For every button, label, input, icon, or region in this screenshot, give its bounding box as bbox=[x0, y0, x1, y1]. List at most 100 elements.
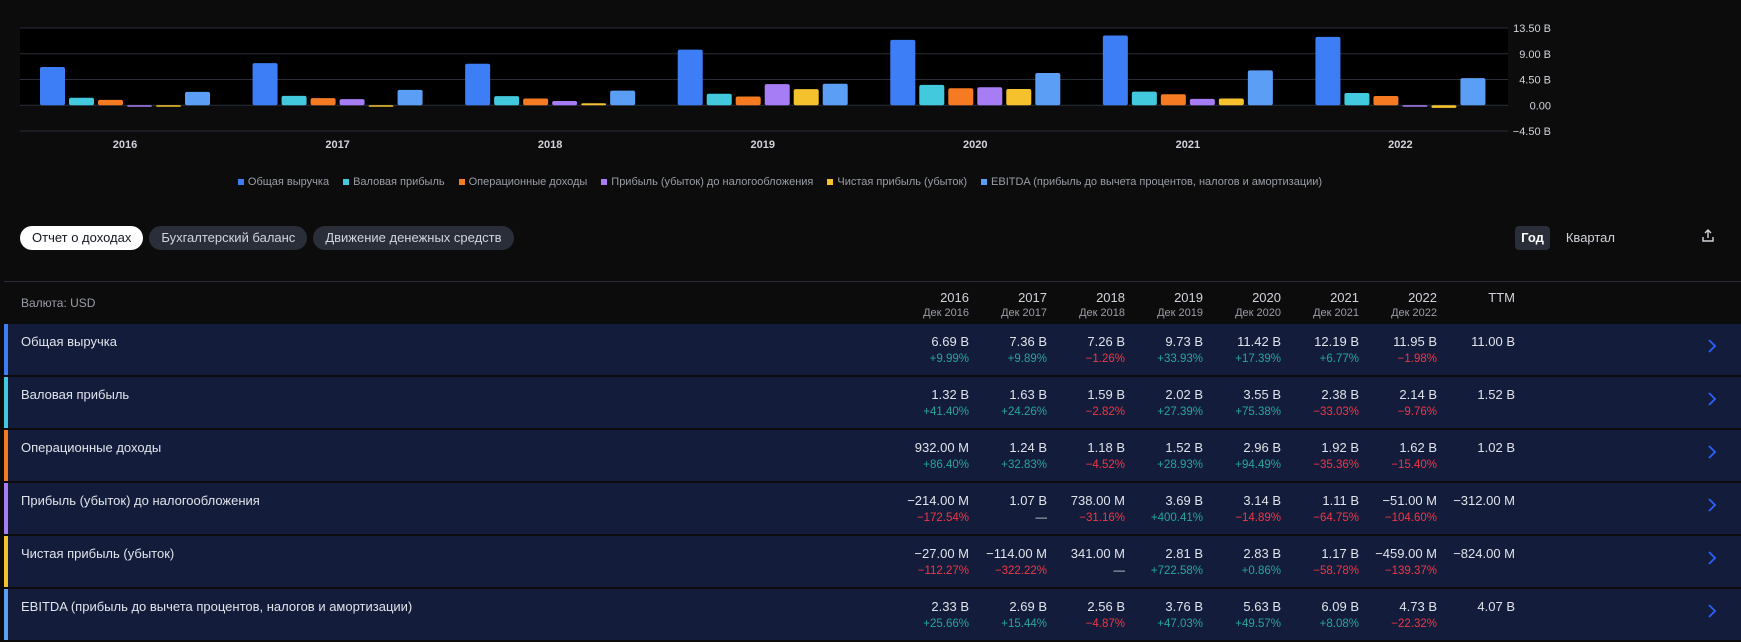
cell-change: +41.40% bbox=[923, 406, 969, 418]
row-color-stripe bbox=[4, 483, 8, 534]
legend-item[interactable]: Чистая прибыль (убыток) bbox=[827, 176, 967, 188]
table-cell: 6.09 B +8.08% bbox=[1279, 599, 1359, 630]
chevron-right-icon[interactable] bbox=[1705, 497, 1719, 513]
cell-change: −9.76% bbox=[1397, 406, 1437, 418]
cell-change: +94.49% bbox=[1235, 459, 1281, 471]
y-tick-label: 13.50 B bbox=[1513, 23, 1551, 35]
bar bbox=[397, 89, 423, 106]
table-cell: 932.00 M +86.40% bbox=[889, 440, 969, 471]
cell-value: 2.69 B bbox=[1009, 599, 1047, 614]
column-header: 2019 Дек 2019 bbox=[1123, 290, 1203, 319]
table-cell: 4.07 B bbox=[1435, 599, 1515, 614]
cell-change: +49.57% bbox=[1235, 618, 1281, 630]
table-cell: 7.26 B −1.26% bbox=[1045, 334, 1125, 365]
cell-value: 932.00 M bbox=[914, 440, 969, 455]
table-row[interactable]: Чистая прибыль (убыток) −27.00 M −112.27% −… bbox=[4, 536, 1741, 587]
cell-change: −22.32% bbox=[1391, 618, 1437, 630]
table-row[interactable]: Валовая прибыль 1.32 B +41.40% 1.63 B +24.26… bbox=[4, 377, 1741, 428]
cell-value: −312.00 M bbox=[1453, 493, 1515, 508]
bar bbox=[1189, 98, 1215, 106]
chevron-right-icon[interactable] bbox=[1705, 391, 1719, 407]
cell-value: 1.59 B bbox=[1087, 387, 1125, 402]
statement-tabs: Отчет о доходах Бухгалтерский баланс Дви… bbox=[20, 226, 514, 250]
column-year: 2016 bbox=[940, 290, 969, 305]
column-period: Дек 2021 bbox=[1313, 307, 1359, 319]
cell-change: −33.03% bbox=[1313, 406, 1359, 418]
cell-change: −35.36% bbox=[1313, 459, 1359, 471]
legend-item[interactable]: EBITDA (прибыль до вычета процентов, нал… bbox=[981, 176, 1322, 188]
row-label: Общая выручка bbox=[21, 334, 117, 349]
bar bbox=[977, 87, 1003, 106]
cell-value: 5.63 B bbox=[1243, 599, 1281, 614]
legend-item[interactable]: Валовая прибыль bbox=[343, 176, 445, 188]
table-row[interactable]: Прибыль (убыток) до налогообложения −214.… bbox=[4, 483, 1741, 534]
legend-swatch bbox=[343, 179, 350, 185]
table-cell: −214.00 M −172.54% bbox=[889, 493, 969, 524]
bar bbox=[1102, 35, 1128, 106]
financials-table: Общая выручка 6.69 B +9.99% 7.36 B +9.89% 7.2… bbox=[4, 324, 1741, 642]
legend-label: Общая выручка bbox=[247, 176, 330, 188]
table-cell: 3.55 B +75.38% bbox=[1201, 387, 1281, 418]
table-row[interactable]: EBITDA (прибыль до вычета процентов, нал… bbox=[4, 589, 1741, 640]
cell-value: 11.95 B bbox=[1393, 334, 1437, 349]
cell-change: +24.26% bbox=[1001, 406, 1047, 418]
cell-value: 2.96 B bbox=[1243, 440, 1281, 455]
row-label: EBITDA (прибыль до вычета процентов, нал… bbox=[21, 599, 413, 614]
tab-income-statement[interactable]: Отчет о доходах bbox=[20, 226, 144, 250]
bar bbox=[1131, 91, 1157, 106]
chevron-right-icon[interactable] bbox=[1705, 550, 1719, 566]
cell-value: 6.09 B bbox=[1321, 599, 1359, 614]
table-cell: 341.00 M — bbox=[1045, 546, 1125, 577]
chevron-right-icon[interactable] bbox=[1705, 338, 1719, 354]
bar-chart: 13.50 B 9.00 B 4.50 B 0.00 −4.50 B 2016 2017 20… bbox=[20, 23, 1551, 151]
column-header: 2018 Дек 2018 bbox=[1045, 290, 1125, 319]
row-color-stripe bbox=[4, 324, 8, 375]
table-cell: 1.17 B −58.78% bbox=[1279, 546, 1359, 577]
table-cell: 2.33 B +25.66% bbox=[889, 599, 969, 630]
chevron-right-icon[interactable] bbox=[1705, 603, 1719, 619]
legend-item[interactable]: Прибыль (убыток) до налогообложения bbox=[601, 176, 813, 188]
bar bbox=[40, 66, 65, 106]
y-tick-label: 0.00 bbox=[1530, 100, 1551, 112]
y-tick-label: −4.50 B bbox=[1513, 126, 1551, 138]
table-row[interactable]: Общая выручка 6.69 B +9.99% 7.36 B +9.89% 7.2… bbox=[4, 324, 1741, 375]
column-year: 2018 bbox=[1096, 290, 1125, 305]
table-cell: 7.36 B +9.89% bbox=[967, 334, 1047, 365]
legend-label: EBITDA (прибыль до вычета процентов, нал… bbox=[991, 176, 1323, 188]
cell-value: 3.76 B bbox=[1165, 599, 1203, 614]
cell-value: 6.69 B bbox=[931, 334, 969, 349]
row-label: Валовая прибыль bbox=[21, 387, 130, 402]
legend-item[interactable]: Операционные доходы bbox=[458, 176, 588, 188]
cell-value: 1.32 B bbox=[931, 387, 969, 402]
table-cell: 1.02 B bbox=[1435, 440, 1515, 455]
bar bbox=[793, 89, 819, 106]
legend-item[interactable]: Общая выручка bbox=[237, 176, 330, 188]
export-icon[interactable] bbox=[1700, 228, 1716, 244]
cell-change: −64.75% bbox=[1313, 512, 1359, 524]
legend-label: Валовая прибыль bbox=[353, 176, 445, 188]
table-cell: −459.00 M −139.37% bbox=[1357, 546, 1437, 577]
period-quarter-button[interactable]: Квартал bbox=[1565, 230, 1615, 245]
bar bbox=[1035, 73, 1061, 106]
tab-balance-sheet[interactable]: Бухгалтерский баланс bbox=[149, 226, 308, 250]
cell-change: +32.83% bbox=[1001, 459, 1047, 471]
table-cell: 6.69 B +9.99% bbox=[889, 334, 969, 365]
cell-value: 4.73 B bbox=[1399, 599, 1437, 614]
cell-value: 1.02 B bbox=[1477, 440, 1515, 455]
legend-label: Операционные доходы bbox=[468, 176, 588, 188]
row-label: Прибыль (убыток) до налогообложения bbox=[21, 493, 260, 508]
cell-value: −51.00 M bbox=[1382, 493, 1437, 508]
table-row[interactable]: Операционные доходы 932.00 M +86.40% 1.24 B… bbox=[4, 430, 1741, 481]
bar bbox=[1344, 93, 1370, 106]
column-header: TTM bbox=[1435, 290, 1515, 307]
chevron-right-icon[interactable] bbox=[1705, 444, 1719, 460]
bar bbox=[735, 96, 761, 106]
table-cell: 2.02 B +27.39% bbox=[1123, 387, 1203, 418]
period-year-button[interactable]: Год bbox=[1515, 226, 1550, 250]
cell-value: 1.11 B bbox=[1322, 493, 1359, 508]
x-tick-label: 2022 bbox=[1388, 139, 1412, 151]
table-cell: 1.52 B bbox=[1435, 387, 1515, 402]
cell-change: +25.66% bbox=[923, 618, 969, 630]
chart-plot-area bbox=[20, 28, 1508, 106]
tab-cash-flow[interactable]: Движение денежных средств bbox=[313, 226, 514, 250]
